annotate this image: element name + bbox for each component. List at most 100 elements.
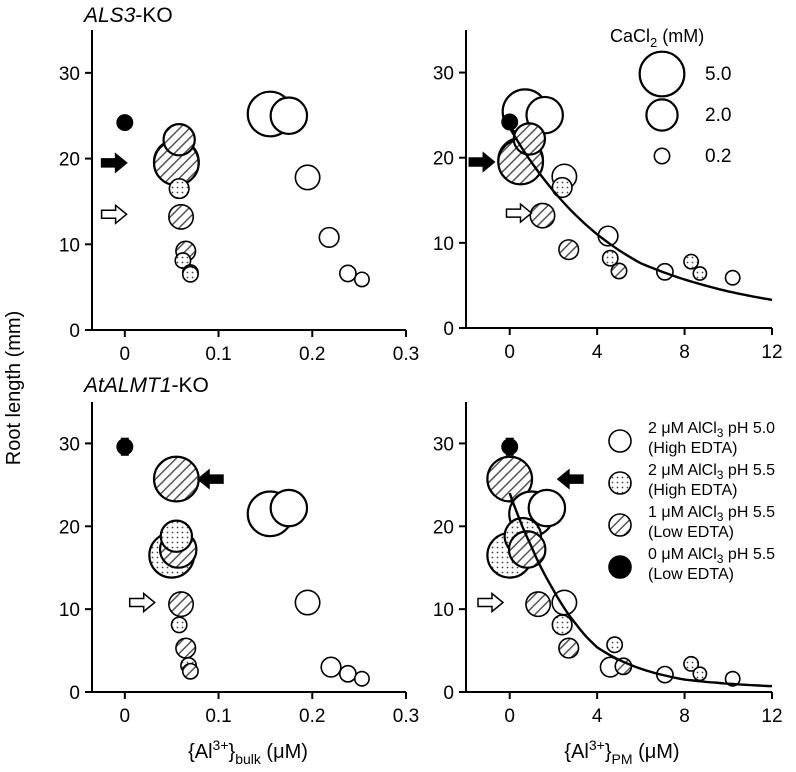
panel-top-left: 0 10 20 30 0 0.1 0.2 0.3 [59, 30, 419, 365]
ticks-bottom-left: 0 10 20 30 0 0.1 0.2 0.3 [59, 434, 419, 727]
data-point [168, 177, 190, 200]
legend-entry-line1: 1 μM AlCl3 pH 5.5 [648, 504, 775, 524]
x-tick-label: 4 [592, 706, 603, 727]
legend-size-swatch [638, 50, 686, 98]
data-point [338, 664, 357, 683]
data-point [525, 591, 552, 618]
x-axis-label-bulk: {Al3+}bulk (μM) [188, 737, 308, 767]
ticks-top-right: 0 10 20 30 0 4 8 12 [433, 64, 783, 363]
data-point [152, 455, 200, 503]
panel-title-atalmt1: AtALMT1-KO [82, 374, 209, 397]
data-point [529, 202, 556, 229]
legend-swatch-dotted [608, 471, 632, 495]
legend-swatch-hatched [608, 513, 632, 537]
y-tick-label: 0 [69, 683, 80, 704]
data-point [527, 488, 567, 528]
panel-top-right: 0 10 20 30 0 4 8 12 [433, 30, 783, 363]
data-point [338, 264, 357, 283]
panel-bottom-left: 0 10 20 30 0 0.1 0.2 0.3 [59, 402, 419, 727]
data-point [159, 519, 194, 553]
data-point [181, 662, 199, 680]
points-bottom-right [477, 437, 773, 688]
data-point [116, 438, 134, 456]
legend-cacl2-label: 2.0 [705, 105, 731, 126]
x-tick-label: 12 [761, 706, 782, 727]
legend-swatch-open [608, 429, 632, 453]
data-point [606, 636, 624, 654]
y-tick-label: 30 [59, 64, 80, 85]
data-point [512, 122, 547, 156]
data-point [692, 666, 708, 682]
filled-arrow-icon [468, 151, 496, 173]
y-tick-label: 20 [59, 150, 80, 171]
ticks-bottom-right: 0 10 20 30 0 4 8 12 [433, 434, 783, 727]
points-top-left [100, 90, 370, 288]
data-point [558, 239, 580, 261]
data-point [170, 616, 188, 634]
fit-curve [508, 127, 773, 302]
x-tick-label: 8 [679, 342, 690, 363]
data-point [318, 226, 340, 249]
legend-entry-line1: 0 μM AlCl3 pH 5.5 [648, 546, 775, 566]
data-point [320, 656, 342, 678]
y-tick-label: 20 [59, 517, 80, 538]
x-tick-label: 0.3 [393, 706, 419, 727]
legend-entry-line2: (High EDTA) [648, 440, 738, 457]
points-bottom-left [116, 437, 370, 687]
data-point [501, 113, 519, 131]
data-point [683, 253, 700, 270]
data-point [610, 262, 628, 280]
open-arrow-icon [477, 591, 505, 614]
ticks-top-left: 0 10 20 30 0 0.1 0.2 0.3 [59, 64, 419, 365]
filled-arrow-icon [196, 468, 224, 490]
legend-size-swatch [645, 98, 679, 132]
data-point [353, 271, 370, 288]
x-axis-label-pm: {Al3+}PM (μM) [564, 737, 679, 767]
data-point [551, 176, 573, 199]
y-tick-label: 10 [59, 600, 80, 621]
y-tick-label: 30 [433, 64, 454, 85]
legend-entry-line1: 2 μM AlCl3 pH 5.5 [648, 462, 775, 482]
legend-cacl2-title: CaCl2 (mM) [610, 26, 704, 50]
x-tick-label: 0 [120, 344, 131, 365]
data-point [294, 589, 321, 616]
filled-arrow-icon [556, 468, 584, 490]
data-point [724, 269, 741, 286]
legend-cacl2-label: 0.2 [705, 146, 731, 167]
data-point [501, 438, 519, 456]
y-tick-label: 0 [69, 321, 80, 342]
x-tick-label: 0.2 [299, 706, 325, 727]
x-tick-label: 0.1 [205, 706, 231, 727]
panel-bottom-right: 0 10 20 30 0 4 8 12 [433, 402, 783, 727]
data-point [353, 670, 370, 687]
x-tick-label: 12 [761, 342, 782, 363]
fit-curve [508, 492, 773, 688]
data-point [692, 266, 708, 281]
legend-cacl2-label: 5.0 [705, 64, 731, 85]
data-point [724, 670, 741, 687]
data-point [294, 164, 321, 191]
legend-cacl2: CaCl2 (mM) 5.0 2.0 0.2 [610, 26, 731, 167]
data-point [486, 455, 534, 503]
y-tick-label: 30 [59, 434, 80, 455]
open-arrow-icon [100, 203, 128, 225]
data-point [168, 591, 195, 618]
x-tick-label: 0.2 [299, 344, 325, 365]
x-tick-label: 4 [592, 342, 603, 363]
legend-cacl2-items [638, 50, 686, 165]
data-point [551, 614, 573, 636]
data-point [174, 252, 192, 270]
legend-entry-line2: (Low EDTA) [648, 566, 734, 583]
y-tick-label: 10 [433, 600, 454, 621]
x-tick-label: 0 [120, 706, 131, 727]
filled-arrow-icon [100, 152, 128, 174]
data-point [269, 96, 309, 136]
x-tick-label: 0.1 [205, 344, 231, 365]
legend-treatment: 2 μM AlCl3 pH 5.0 (High EDTA) 2 μM AlCl3… [608, 420, 775, 583]
legend-size-swatch [653, 147, 671, 165]
points-top-right [468, 88, 773, 302]
data-point [116, 114, 134, 132]
y-tick-label: 20 [433, 517, 454, 538]
x-tick-label: 8 [679, 706, 690, 727]
